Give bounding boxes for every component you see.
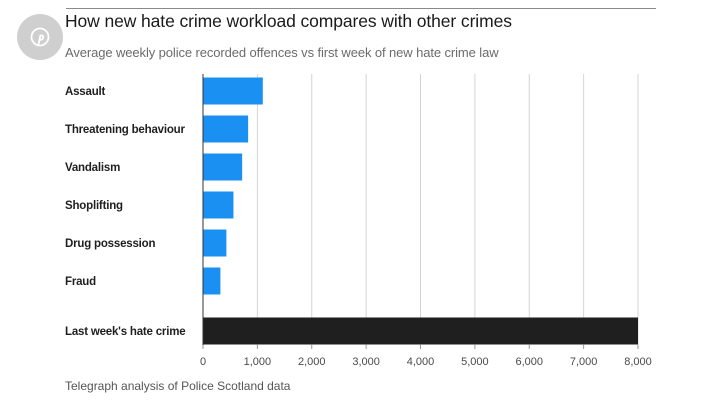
pinterest-icon — [30, 27, 50, 47]
bar-shoplifting — [203, 191, 234, 219]
x-tick-label-3-000: 3,000 — [352, 356, 380, 368]
x-tick-label-6-000: 6,000 — [515, 356, 543, 368]
category-label-last-week-s-hate-crime: Last week's hate crime — [65, 326, 185, 338]
x-tick-label-7-000: 7,000 — [570, 356, 598, 368]
chart-subtitle: Average weekly police recorded offences … — [65, 45, 499, 60]
chart-title: How new hate crime workload compares wit… — [65, 11, 512, 31]
category-label-shoplifting: Shoplifting — [65, 200, 123, 212]
bar-drug-possession — [203, 229, 227, 257]
x-tick-label-5-000: 5,000 — [461, 356, 489, 368]
pinterest-share-button[interactable] — [17, 14, 63, 60]
x-tick-label-0: 0 — [200, 356, 206, 368]
gridlines — [256, 74, 639, 345]
bar-vandalism — [203, 153, 243, 181]
bars — [203, 77, 638, 345]
x-axis: 0 1,000 2,000 3,000 4,000 5,000 6,000 7,000 8,00… — [200, 74, 652, 368]
category-label-drug-possession: Drug possession — [65, 238, 155, 250]
category-label-vandalism: Vandalism — [65, 162, 120, 174]
x-tick-label-8-000: 8,000 — [624, 356, 652, 368]
category-label-threatening-behaviour: Threatening behaviour — [65, 124, 185, 136]
x-tick-label-4-000: 4,000 — [407, 356, 435, 368]
bar-fraud — [203, 267, 221, 295]
top-rule — [66, 8, 656, 9]
x-tick-label-1-000: 1,000 — [244, 356, 272, 368]
source-note: Telegraph analysis of Police Scotland da… — [65, 379, 291, 393]
category-label-assault: Assault — [65, 86, 106, 98]
category-labels: Assault Threatening behaviour Vandalism Sho… — [65, 86, 186, 338]
category-label-fraud: Fraud — [65, 276, 96, 288]
bar-last-week-s-hate-crime — [203, 317, 638, 345]
bar-assault — [203, 77, 263, 105]
bar-threatening-behaviour — [203, 115, 249, 143]
x-tick-label-2-000: 2,000 — [298, 356, 326, 368]
